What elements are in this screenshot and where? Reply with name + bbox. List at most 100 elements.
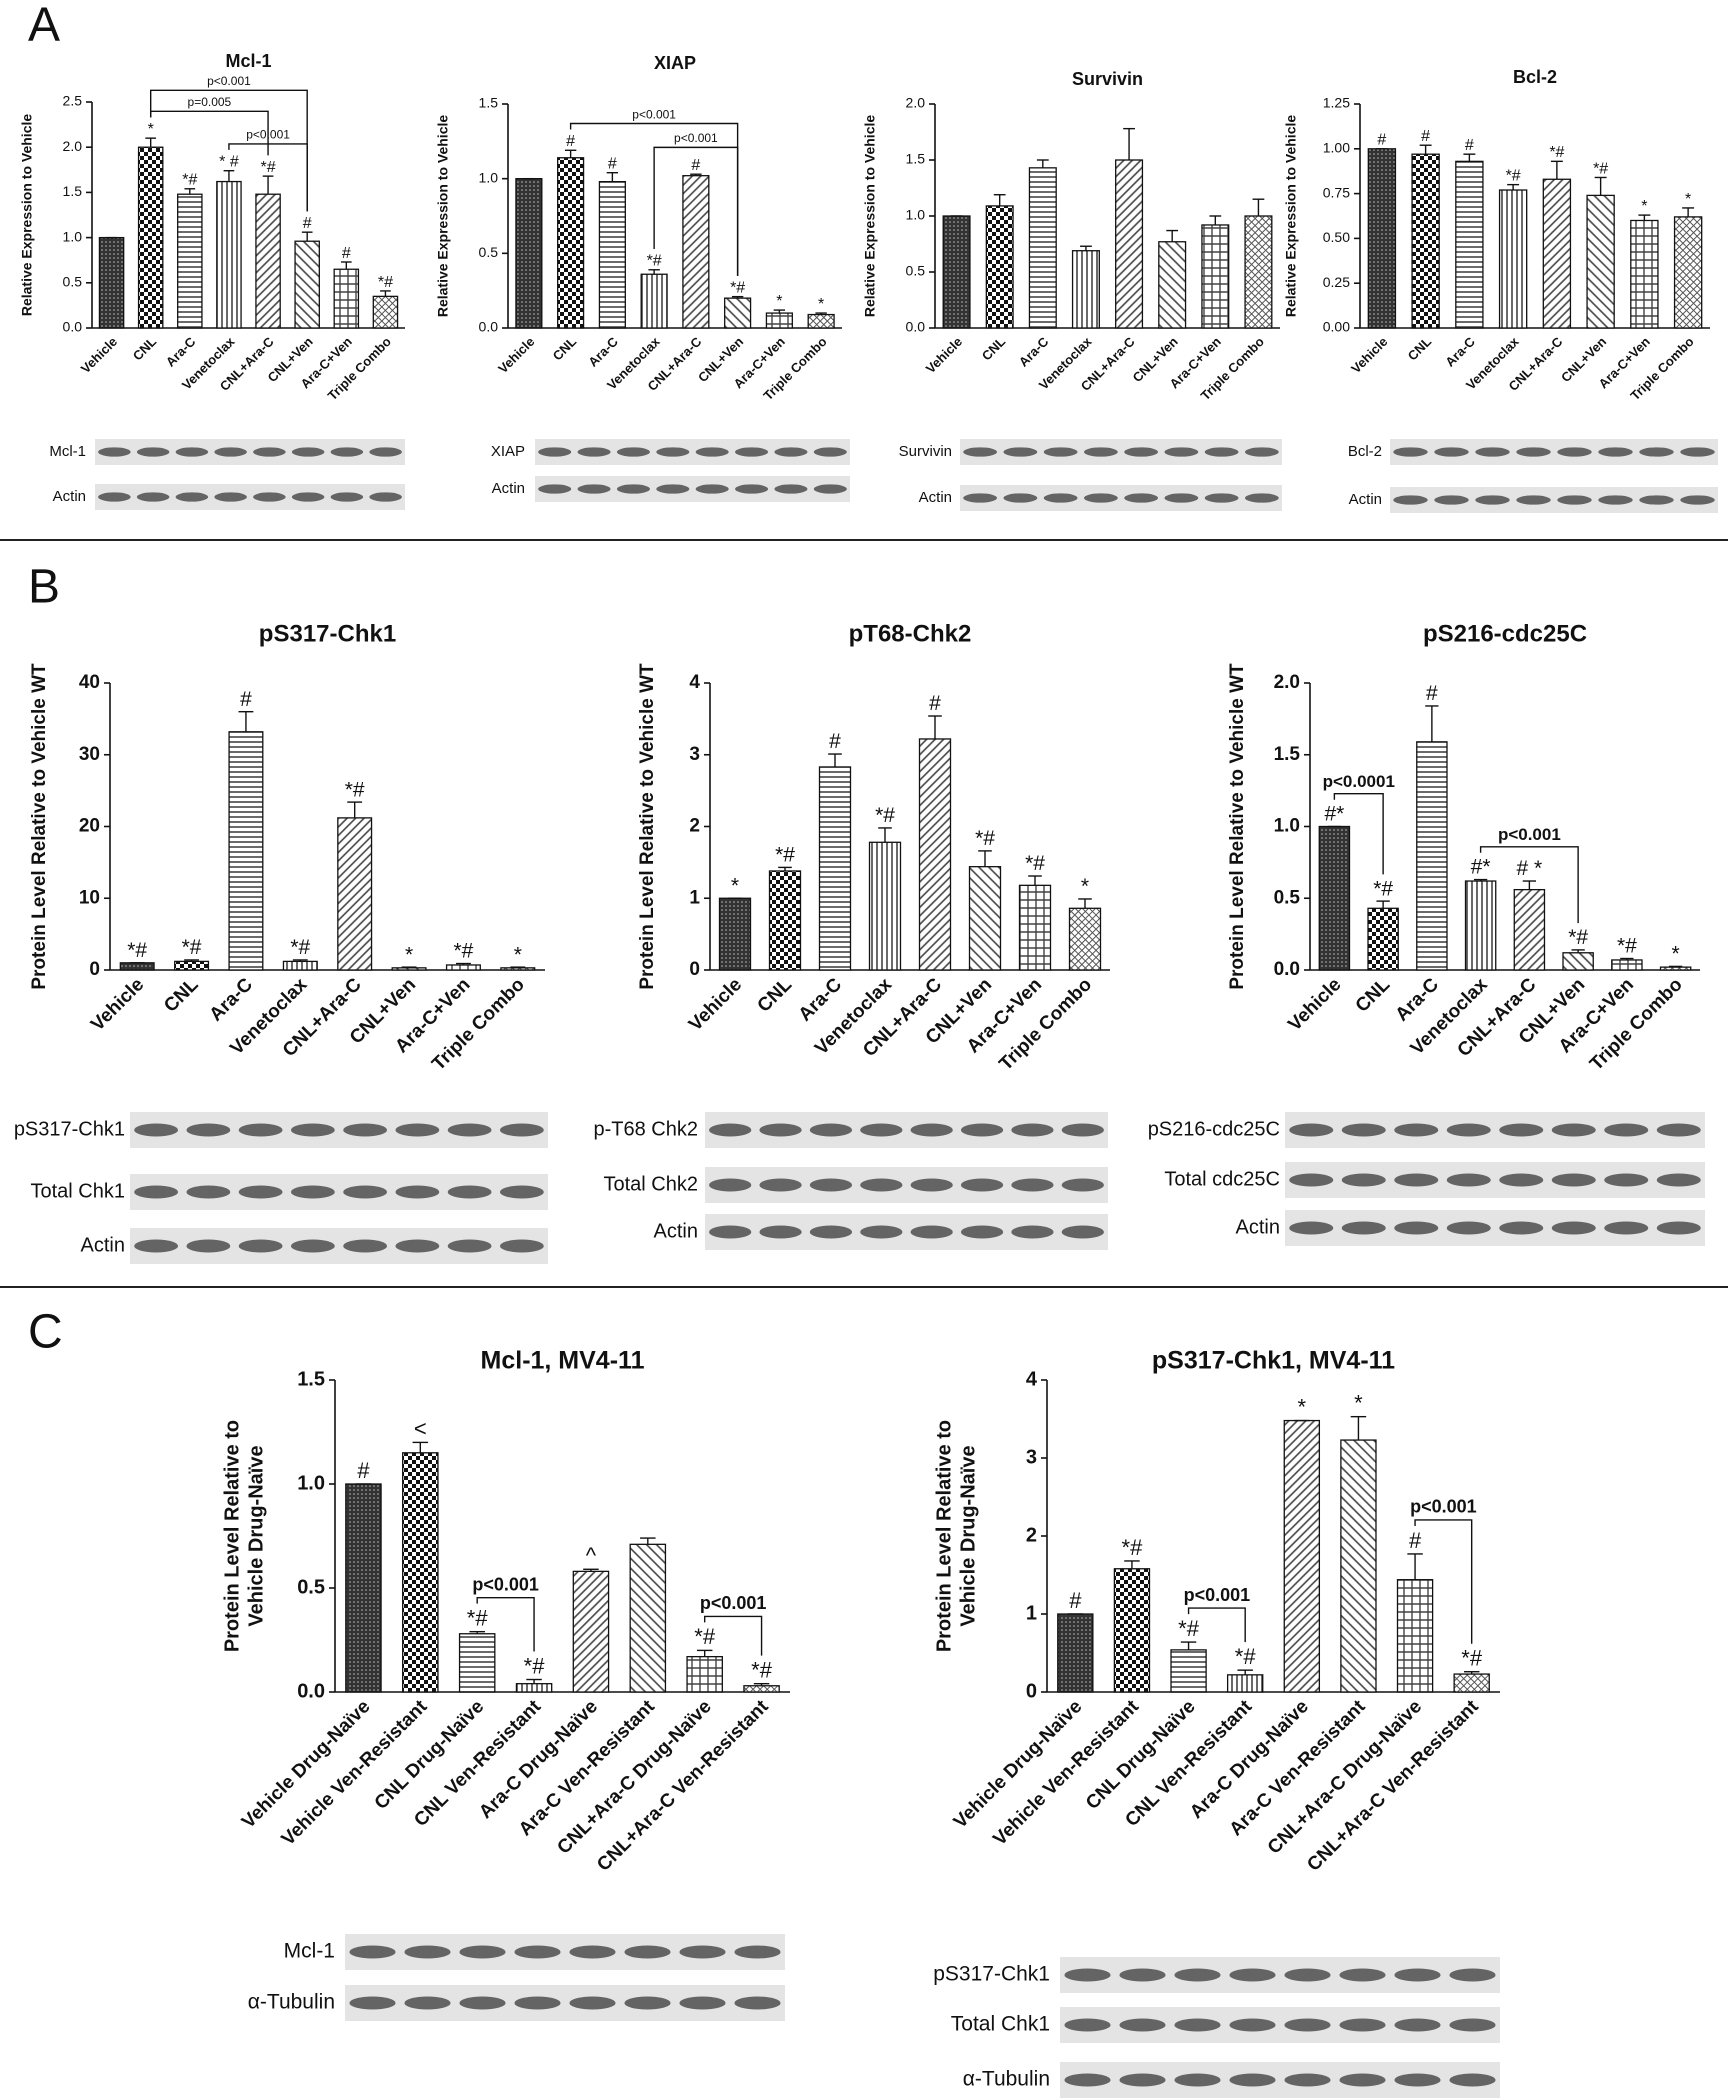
blot-band bbox=[186, 1239, 231, 1253]
bar bbox=[572, 1570, 610, 1693]
blot-band bbox=[1680, 495, 1715, 505]
blot-band bbox=[1341, 1221, 1386, 1235]
significance-mark: #* bbox=[1471, 856, 1491, 879]
blot-label: p-T68 Chk2 bbox=[594, 1118, 699, 1140]
blot-band bbox=[1064, 2073, 1111, 2087]
blot-label: pS216-cdc25C bbox=[1148, 1118, 1280, 1140]
significance-bracket bbox=[1187, 1607, 1246, 1643]
significance-bracket bbox=[476, 1596, 535, 1652]
y-tick-label: 0.0 bbox=[906, 319, 926, 335]
blot-label: Mcl-1 bbox=[49, 443, 86, 460]
panel-letter: B bbox=[28, 561, 60, 614]
bar bbox=[1562, 952, 1594, 971]
blot-band bbox=[1083, 447, 1118, 457]
y-tick-label: 1.0 bbox=[479, 169, 499, 185]
significance-mark: * bbox=[1081, 875, 1089, 898]
bar bbox=[119, 962, 155, 971]
x-tick-label: Ara-C bbox=[1016, 334, 1052, 370]
y-tick-label: 0.0 bbox=[1274, 959, 1300, 980]
blot-band bbox=[1394, 1123, 1439, 1137]
bar bbox=[1611, 959, 1643, 971]
bar bbox=[1367, 907, 1399, 971]
blot-band bbox=[1174, 1968, 1221, 1982]
bar bbox=[391, 967, 427, 971]
blot-band bbox=[1499, 1221, 1544, 1235]
y-tick-label: 1.0 bbox=[1274, 816, 1300, 837]
significance-mark: # bbox=[1426, 682, 1438, 705]
bar bbox=[598, 181, 626, 329]
blot-band bbox=[1339, 2018, 1386, 2032]
blot-band bbox=[1061, 1178, 1104, 1192]
y-tick-label: 0.5 bbox=[1274, 887, 1301, 908]
bar bbox=[1513, 888, 1546, 971]
blot-band bbox=[238, 1239, 283, 1253]
blot-label: Actin bbox=[1236, 1216, 1280, 1238]
blot-band bbox=[960, 1123, 1004, 1137]
p-value-label: p=0.005 bbox=[188, 95, 232, 109]
blot-band bbox=[679, 1996, 726, 2010]
y-tick-label: 40 bbox=[79, 672, 100, 693]
chart-title: pS317-Chk1, MV4-11 bbox=[1152, 1347, 1395, 1375]
blot-band bbox=[1446, 1173, 1491, 1187]
blot-label: pS317-Chk1 bbox=[14, 1118, 125, 1140]
blot-band bbox=[175, 447, 209, 457]
blot-band bbox=[1446, 1123, 1491, 1137]
blot-band bbox=[1394, 1221, 1439, 1235]
blot-band bbox=[759, 1178, 802, 1192]
blot-band bbox=[1598, 447, 1633, 457]
chart-title: pS317-Chk1 bbox=[259, 620, 396, 647]
blot-band bbox=[1551, 1123, 1596, 1137]
bar bbox=[724, 297, 752, 329]
bar bbox=[918, 738, 952, 971]
significance-mark: *# bbox=[975, 827, 995, 850]
blot-band bbox=[809, 1225, 853, 1239]
significance-mark: * bbox=[1354, 1390, 1363, 1415]
y-tick-label: 0 bbox=[89, 959, 100, 980]
p-value-label: p<0.001 bbox=[1498, 825, 1561, 844]
blot-band bbox=[960, 1225, 1004, 1239]
y-tick-label: 1.25 bbox=[1323, 95, 1350, 111]
significance-mark: * bbox=[1641, 198, 1647, 215]
blot-band bbox=[759, 1225, 802, 1239]
y-tick-label: 1.5 bbox=[297, 1368, 325, 1390]
blot-band bbox=[134, 1123, 179, 1137]
blot-band bbox=[709, 1225, 752, 1239]
bar bbox=[629, 1543, 667, 1693]
y-tick-label: 1.0 bbox=[63, 228, 83, 244]
y-tick-label: 0.5 bbox=[906, 263, 926, 279]
y-tick-label: 2.5 bbox=[63, 93, 83, 109]
blot-band bbox=[290, 1123, 335, 1137]
blot-band bbox=[813, 484, 847, 494]
y-tick-label: 20 bbox=[79, 816, 100, 837]
y-tick-label: 0.50 bbox=[1323, 229, 1350, 245]
bar bbox=[1453, 1673, 1490, 1693]
bar bbox=[372, 295, 399, 329]
bar bbox=[818, 766, 852, 971]
blot-band bbox=[1204, 447, 1239, 457]
significance-mark: # bbox=[357, 1458, 370, 1483]
blot-band bbox=[1339, 1968, 1386, 1982]
chart-title: pT68-Chk2 bbox=[849, 620, 972, 647]
significance-mark: *# bbox=[1506, 167, 1521, 184]
significance-mark: *# bbox=[1593, 160, 1608, 177]
bar bbox=[515, 1683, 553, 1693]
bar bbox=[1158, 241, 1187, 329]
significance-mark: # bbox=[1377, 132, 1386, 149]
blot-band bbox=[349, 1996, 396, 2010]
bar bbox=[294, 240, 320, 329]
significance-mark: *# bbox=[1568, 926, 1588, 949]
bar bbox=[1068, 907, 1102, 971]
bar bbox=[557, 157, 585, 329]
blot-band bbox=[709, 1178, 752, 1192]
blot-band bbox=[1475, 447, 1510, 457]
significance-mark: < bbox=[414, 1416, 427, 1441]
blot-band bbox=[577, 484, 611, 494]
chart-title: pS216-cdc25C bbox=[1423, 620, 1587, 647]
y-tick-label: 0.00 bbox=[1323, 319, 1350, 335]
bar bbox=[1416, 741, 1448, 971]
y-tick-label: 0.5 bbox=[297, 1576, 325, 1598]
x-tick-label: Ara-C bbox=[163, 334, 199, 370]
p-value-label: p<0.001 bbox=[632, 107, 676, 121]
y-axis-label: Relative Expression to Vehicle bbox=[862, 115, 878, 318]
bar bbox=[718, 897, 752, 971]
